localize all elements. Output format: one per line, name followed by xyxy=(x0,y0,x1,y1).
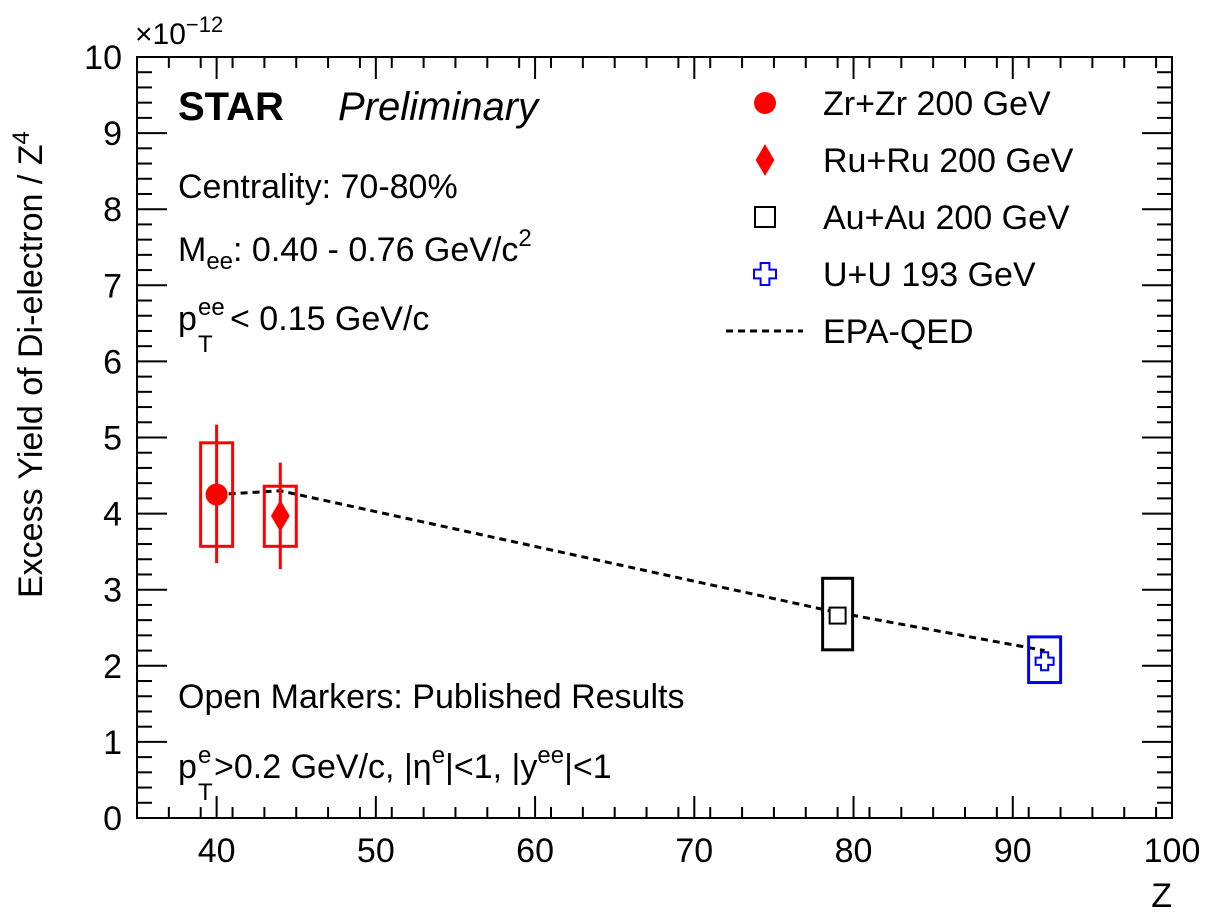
data-point-au-au-200-gev xyxy=(821,576,855,652)
marker xyxy=(1034,651,1055,672)
legend-entry-epa-qed: EPA-QED xyxy=(726,313,974,351)
x-tick-label: 100 xyxy=(1144,832,1201,870)
legend-label: Zr+Zr 200 GeV xyxy=(823,85,1051,123)
y-tick-label: 3 xyxy=(103,572,122,610)
sys-error-box xyxy=(1027,635,1063,685)
legend-label: EPA-QED xyxy=(823,313,974,351)
x-tick-label: 50 xyxy=(357,832,395,870)
x-axis-title: Z xyxy=(1151,877,1172,915)
sys-error-box xyxy=(199,441,235,548)
data-layer xyxy=(199,424,1063,685)
y-tick-label: 4 xyxy=(103,496,122,534)
data-point-ru-ru-200-gev xyxy=(262,462,298,570)
model-layer xyxy=(216,489,1045,653)
y-tick-label: 8 xyxy=(103,191,122,229)
y-axis: 0 1 2 3 4 5 6 7 8 9 10 xyxy=(84,39,1172,838)
y-tick-label: 9 xyxy=(103,115,122,153)
sys-error-box xyxy=(262,484,298,548)
legend-entry-zr-zr-200-gev: Zr+Zr 200 GeV xyxy=(754,85,1051,123)
y-tick-label: 2 xyxy=(103,648,122,686)
svg-text:e: e xyxy=(198,742,211,769)
legend: Zr+Zr 200 GeV Ru+Ru 200 GeV Au+Au 200 GeV U… xyxy=(726,85,1074,351)
y-tick-label: 0 xyxy=(103,800,122,838)
y-multiplier: ×10−12 xyxy=(135,12,223,51)
marker xyxy=(205,483,228,506)
centrality-label: Centrality: 70-80% xyxy=(178,168,458,206)
y-tick-label: 7 xyxy=(103,267,122,305)
legend-marker xyxy=(754,92,776,114)
x-tick-label: 40 xyxy=(198,832,236,870)
svg-text:>0.2 GeV/c, |ηe|<1, |yee|<1: >0.2 GeV/c, |ηe|<1, |yee|<1 xyxy=(214,742,612,786)
y-axis-title: Excess Yield of Di-electron / Z4 xyxy=(8,131,50,598)
svg-text:p: p xyxy=(178,748,197,786)
svg-text:T: T xyxy=(198,331,213,358)
x-tick-label: 90 xyxy=(994,832,1032,870)
svg-text:p: p xyxy=(178,300,197,338)
y-tick-label: 5 xyxy=(103,420,122,458)
legend-entry-u-u-193-gev: U+U 193 GeV xyxy=(753,256,1036,294)
x-tick-label: 70 xyxy=(675,832,713,870)
open-markers-label: Open Markers: Published Results xyxy=(178,678,684,716)
sys-error-box xyxy=(821,576,855,652)
y-tick-label: 6 xyxy=(103,343,122,381)
pt-cut-label: p ee T < 0.15 GeV/c xyxy=(178,294,429,358)
svg-text:< 0.15 GeV/c: < 0.15 GeV/c xyxy=(230,300,429,338)
legend-label: U+U 193 GeV xyxy=(823,256,1036,294)
kinematic-cuts-label: p e T >0.2 GeV/c, |ηe|<1, |yee|<1 xyxy=(178,742,612,806)
mass-range-label: Mee: 0.40 - 0.76 GeV/c2 xyxy=(178,225,532,275)
marker xyxy=(270,499,290,532)
marker xyxy=(828,606,847,625)
x-tick-label: 60 xyxy=(516,832,554,870)
status-label: Preliminary xyxy=(338,85,541,129)
svg-text:ee: ee xyxy=(198,294,225,321)
data-point-u-u-193-gev xyxy=(1027,635,1063,685)
legend-label: Au+Au 200 GeV xyxy=(823,199,1070,237)
legend-marker xyxy=(753,262,777,286)
legend-entry-au-au-200-gev: Au+Au 200 GeV xyxy=(754,199,1070,237)
x-tick-label: 80 xyxy=(835,832,873,870)
legend-marker xyxy=(754,206,776,228)
y-tick-label: 10 xyxy=(84,39,122,77)
legend-entry-ru-ru-200-gev: Ru+Ru 200 GeV xyxy=(755,142,1074,180)
y-tick-label: 1 xyxy=(103,724,122,762)
experiment-label: STAR xyxy=(178,85,284,129)
svg-text:T: T xyxy=(198,779,213,806)
data-point-zr-zr-200-gev xyxy=(199,424,235,564)
x-axis: 40 50 60 70 80 90 100 xyxy=(136,57,1201,870)
legend-label: Ru+Ru 200 GeV xyxy=(823,142,1074,180)
legend-marker xyxy=(755,144,775,176)
model-line-epa-qed xyxy=(216,489,1045,653)
